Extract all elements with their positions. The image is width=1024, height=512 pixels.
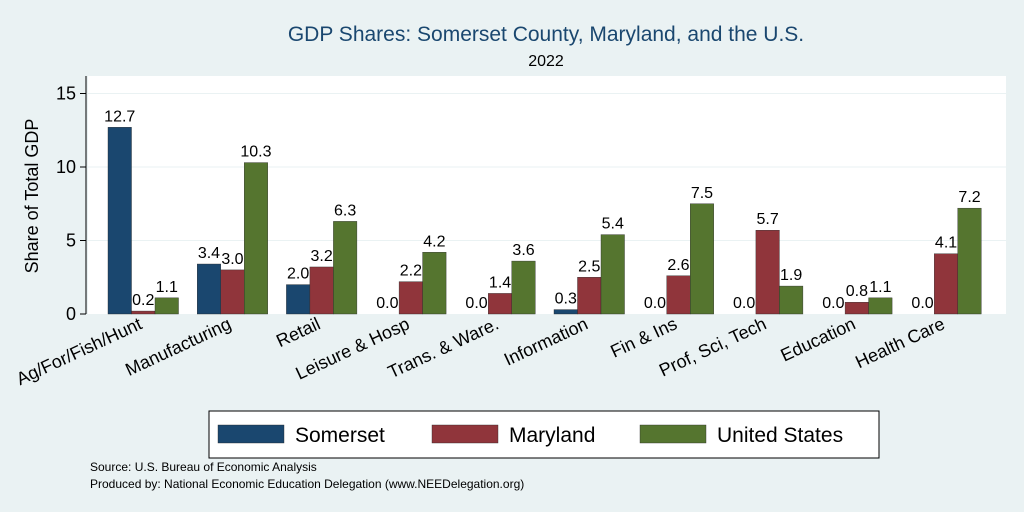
data-label: 2.6	[667, 257, 689, 274]
bar-maryland	[666, 275, 691, 315]
chart-subtitle: 2022	[528, 53, 564, 70]
bar-united-states	[511, 260, 536, 315]
legend: Somerset Maryland United States	[208, 410, 880, 459]
bar-somerset	[286, 284, 311, 315]
data-label: 0.0	[644, 295, 666, 312]
bar-maryland	[844, 302, 869, 315]
data-label: 4.1	[935, 235, 957, 252]
data-label: 2.2	[400, 263, 422, 280]
data-label: 3.4	[198, 245, 220, 262]
bar-united-states	[690, 203, 714, 315]
data-label: 0.0	[376, 295, 398, 312]
bars-group	[107, 127, 982, 315]
bar-maryland	[220, 269, 245, 315]
data-label: 1.1	[869, 279, 891, 296]
legend-label: United States	[717, 424, 843, 447]
bar-united-states	[600, 234, 625, 315]
legend-label: Maryland	[509, 424, 595, 447]
data-label: 5.7	[757, 211, 779, 228]
source-note: Source: U.S. Bureau of Economic Analysis	[90, 460, 317, 474]
legend-box	[208, 410, 880, 459]
chart-title: GDP Shares: Somerset County, Maryland, a…	[288, 23, 804, 46]
grid-lines	[88, 93, 1006, 241]
data-label: 3.2	[311, 248, 333, 265]
legend-swatch-maryland	[431, 424, 499, 444]
data-label: 7.2	[958, 189, 980, 206]
legend-swatch-somerset	[217, 424, 285, 444]
legend-label: Somerset	[295, 424, 385, 447]
value-labels: 12.70.21.13.4 3.010.32.03.26.30.02.24.20.…	[104, 108, 981, 312]
data-label: 10.3	[240, 144, 271, 161]
y-tick-label: 15	[56, 84, 76, 104]
bar-united-states	[333, 221, 358, 315]
legend-swatch-united-states	[639, 424, 707, 444]
data-label: 0.0	[733, 295, 755, 312]
bar-maryland	[934, 253, 958, 315]
data-label: 0.2	[132, 292, 154, 309]
data-label: 0.0	[911, 295, 933, 312]
bar-maryland	[488, 293, 512, 315]
data-label: 7.5	[691, 185, 713, 202]
y-tick-label: 0	[66, 304, 76, 324]
data-label: 2.0	[287, 266, 309, 283]
bar-maryland	[309, 266, 334, 315]
data-label: 2.5	[578, 258, 600, 275]
y-axis: 0 5 10 15	[56, 76, 87, 324]
produced-by-note: Produced by: National Economic Education…	[90, 477, 524, 491]
data-label: 3.0	[221, 251, 243, 268]
data-label: 1.9	[780, 267, 802, 284]
bar-united-states	[957, 207, 982, 315]
bar-somerset	[107, 127, 132, 315]
bar-united-states	[154, 297, 179, 315]
y-axis-title: Share of Total GDP	[22, 119, 42, 274]
data-label: 0.0	[465, 295, 487, 312]
bar-united-states	[422, 252, 447, 315]
data-label: 4.2	[423, 233, 445, 250]
data-label: 0.3	[555, 291, 577, 308]
bar-maryland	[755, 230, 780, 315]
data-label: 1.1	[156, 279, 178, 296]
data-label: 0.0	[822, 295, 844, 312]
data-label: 3.6	[512, 242, 534, 259]
bar-united-states	[779, 285, 804, 315]
data-label: 12.7	[104, 108, 135, 125]
bar-somerset	[553, 309, 578, 315]
y-tick-label: 10	[56, 157, 76, 177]
bar-united-states	[243, 162, 268, 315]
data-label: 5.4	[602, 216, 624, 233]
data-label: 0.8	[846, 283, 868, 300]
bar-maryland	[577, 277, 602, 315]
bar-somerset	[196, 263, 221, 315]
data-label: 1.4	[489, 274, 511, 291]
bar-united-states	[868, 297, 893, 315]
bar-maryland	[398, 281, 423, 315]
y-tick-label: 5	[66, 231, 76, 251]
data-label: 6.3	[334, 202, 356, 219]
